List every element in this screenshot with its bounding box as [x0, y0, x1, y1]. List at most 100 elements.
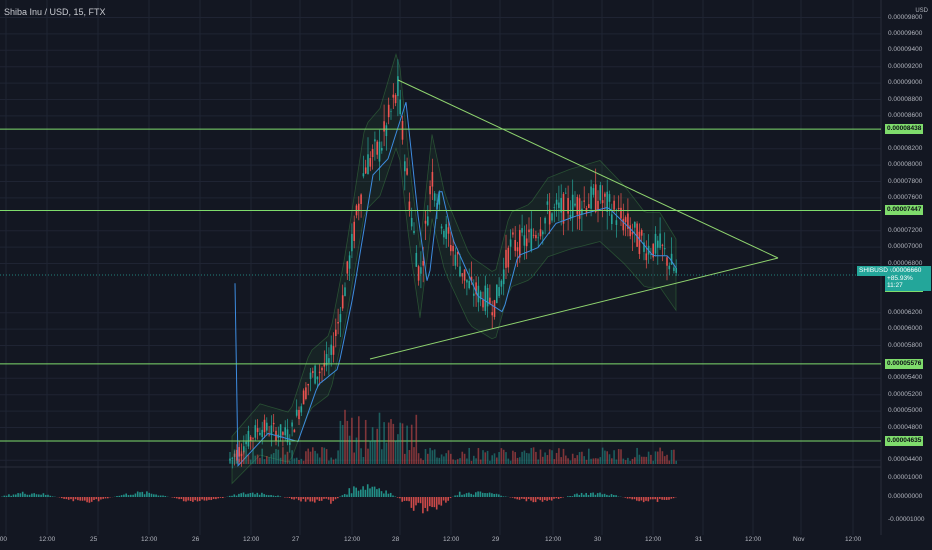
- volume-bar: [450, 453, 452, 464]
- candle-body: [565, 192, 567, 194]
- volume-bar: [604, 450, 606, 464]
- volume-bar: [245, 447, 247, 464]
- candle-body: [567, 198, 569, 214]
- oscillator-bar: [95, 497, 98, 500]
- oscillator-bar: [31, 493, 33, 497]
- current-change-value: +85.93%: [887, 274, 913, 282]
- volume-bar: [553, 459, 556, 464]
- candle-body: [663, 248, 666, 250]
- candle-body: [302, 390, 305, 405]
- volume-bar: [298, 460, 300, 464]
- oscillator-bar: [553, 497, 555, 499]
- candle-body: [289, 442, 291, 445]
- candle-body: [569, 214, 572, 219]
- oscillator-bar: [392, 495, 394, 497]
- upper-trendline: [397, 79, 779, 259]
- candle-body: [410, 217, 413, 227]
- candle-body: [617, 208, 620, 210]
- oscillator-bar: [307, 497, 309, 500]
- oscillator-bar: [663, 497, 666, 500]
- oscillator-bar: [100, 497, 102, 500]
- volume-bar: [397, 434, 399, 464]
- oscillator-bar: [431, 497, 433, 508]
- candle-body: [613, 200, 615, 210]
- oscillator-bar: [261, 492, 263, 497]
- candle-body: [385, 125, 388, 137]
- oscillator-bar: [571, 496, 574, 497]
- candle-body: [562, 193, 565, 224]
- oscillator-bar: [318, 497, 321, 501]
- oscillator-bar: [12, 494, 15, 497]
- volume-bar: [578, 452, 581, 464]
- oscillator-bar: [72, 497, 75, 502]
- oscillator-bar: [461, 494, 463, 497]
- volume-bar: [233, 449, 236, 464]
- oscillator-bar: [136, 491, 139, 497]
- candle-body: [597, 200, 599, 211]
- volume-bar: [335, 458, 337, 464]
- oscillator-bar: [141, 491, 144, 497]
- oscillator-bar: [362, 486, 364, 497]
- candle-body: [307, 383, 309, 386]
- candle-body: [475, 282, 477, 295]
- oscillator-bar: [433, 497, 436, 508]
- oscillator-bar: [470, 493, 472, 497]
- candle-body: [631, 232, 634, 235]
- candle-body: [415, 252, 418, 267]
- oscillator-bar: [173, 497, 176, 498]
- symbol-tag: SHIBUSD: [857, 266, 890, 276]
- oscillator-bar: [350, 493, 353, 497]
- oscillator-bar: [81, 497, 84, 501]
- candle-body: [312, 371, 314, 373]
- oscillator-bar: [164, 495, 167, 497]
- oscillator-bar: [633, 497, 636, 500]
- volume-bar: [466, 458, 468, 464]
- oscillator-bar: [652, 497, 654, 500]
- volume-bar: [670, 449, 673, 464]
- oscillator-bar: [615, 495, 617, 497]
- candle-body: [238, 447, 240, 457]
- level-price-tag: 0.00007447: [885, 205, 924, 216]
- candle-body: [601, 200, 604, 204]
- candle-body: [348, 255, 351, 269]
- candle-body: [450, 245, 452, 252]
- candle-body: [537, 237, 539, 239]
- volume-bar: [339, 420, 342, 464]
- oscillator-bar: [3, 495, 6, 497]
- oscillator-bar: [61, 497, 63, 499]
- oscillator-bar: [295, 497, 298, 499]
- volume-bar: [617, 449, 620, 464]
- volume-bar: [489, 460, 491, 464]
- oscillator-bar: [649, 497, 652, 500]
- oscillator-bar: [102, 497, 104, 499]
- oscillator-bar: [254, 494, 256, 497]
- oscillator-bar: [645, 497, 647, 501]
- oscillator-bar: [346, 494, 348, 497]
- volume-bar: [268, 457, 270, 464]
- volume-bar: [463, 453, 466, 464]
- volume-bar: [447, 450, 450, 464]
- oscillator-bar: [654, 497, 656, 500]
- candle-body: [466, 279, 468, 283]
- volume-bar: [399, 422, 401, 464]
- oscillator-bar: [21, 491, 24, 497]
- candle-body: [408, 201, 411, 212]
- candle-body: [252, 438, 254, 439]
- volume-bar: [629, 460, 631, 464]
- oscillator-bar: [63, 497, 65, 499]
- volume-bar: [509, 460, 512, 464]
- volume-bar: [502, 449, 505, 464]
- candle-body: [525, 238, 528, 247]
- volume-bar: [231, 459, 234, 464]
- oscillator-bar: [493, 493, 495, 497]
- volume-bar: [546, 455, 549, 464]
- oscillator-bar: [516, 497, 518, 500]
- volume-bar: [611, 458, 613, 464]
- oscillator-bar: [491, 493, 493, 497]
- oscillator-bar: [238, 493, 240, 497]
- oscillator-bar: [599, 492, 601, 497]
- candle-body: [468, 280, 470, 289]
- candle-body: [558, 202, 560, 208]
- volume-bar: [620, 449, 622, 464]
